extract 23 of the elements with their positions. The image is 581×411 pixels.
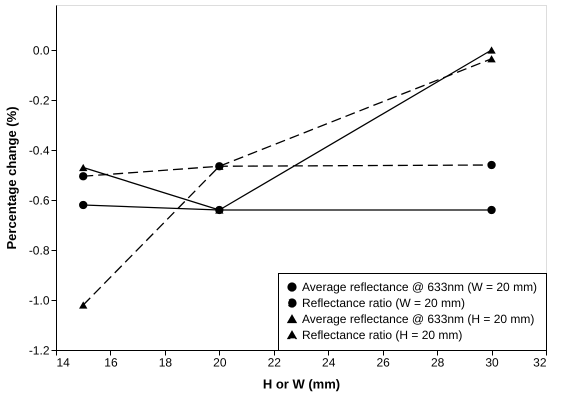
- legend-label: Average reflectance @ 633nm (H = 20 mm): [302, 312, 534, 326]
- x-tick-label: 32: [533, 356, 547, 370]
- x-tick-label: 14: [56, 356, 70, 370]
- y-tick-label: -0.4: [28, 144, 50, 158]
- x-axis-title: H or W (mm): [262, 376, 340, 392]
- y-tick-label: 0.0: [32, 44, 50, 58]
- x-tick-label: 20: [213, 356, 227, 370]
- x-tick-label: 16: [104, 356, 118, 370]
- x-tick-label: 24: [322, 356, 336, 370]
- x-tick-label: 22: [268, 356, 282, 370]
- legend-label: Reflectance ratio (H = 20 mm): [302, 328, 462, 342]
- y-tick-label: -1.0: [28, 294, 50, 308]
- x-tick-label: 18: [158, 356, 172, 370]
- x-tick-label: 28: [430, 356, 445, 370]
- y-axis-title: Percentage change (%): [4, 106, 19, 250]
- x-tick-label: 26: [376, 356, 390, 370]
- y-tick-label: -0.8: [28, 244, 50, 258]
- y-tick-label: -0.6: [28, 194, 50, 208]
- y-tick-label: -0.2: [28, 94, 50, 108]
- y-tick-label: -1.2: [28, 344, 50, 358]
- legend-label: Average reflectance @ 633nm (W = 20 mm): [302, 280, 538, 294]
- x-tick-label: 30: [485, 356, 500, 370]
- legend-label: Reflectance ratio (W = 20 mm): [302, 296, 466, 310]
